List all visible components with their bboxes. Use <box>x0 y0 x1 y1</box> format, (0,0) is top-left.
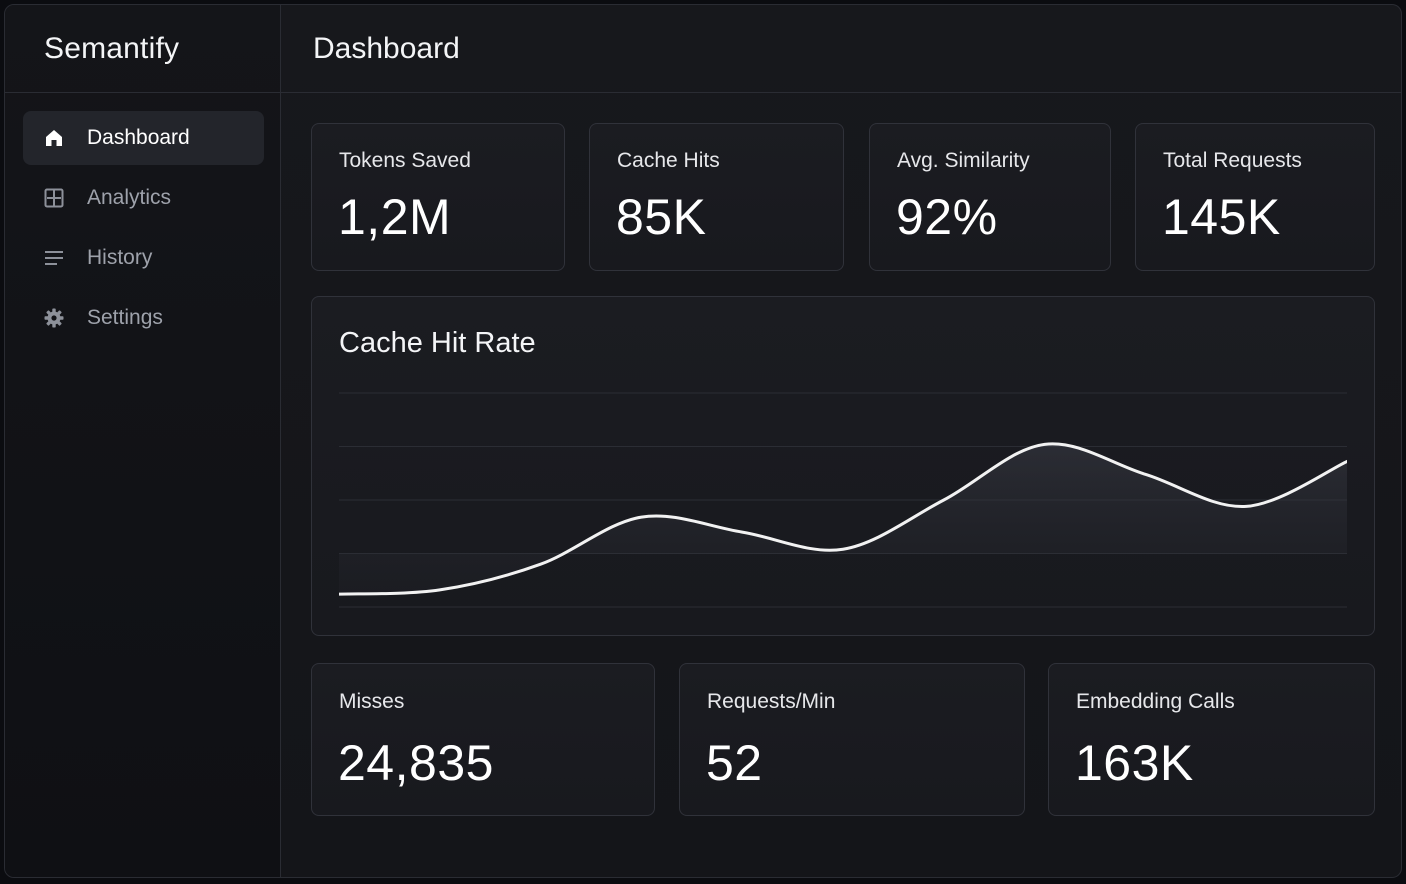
page-title: Dashboard <box>313 31 460 65</box>
stat-value: 145K <box>1162 189 1281 245</box>
stat-value: 163K <box>1075 735 1194 791</box>
stat-value: 92% <box>896 189 998 245</box>
stat-card-tokens-saved: Tokens Saved 1,2M <box>311 123 565 271</box>
page-header: Dashboard <box>281 5 1401 93</box>
stat-card-misses: Misses 24,835 <box>311 663 655 816</box>
stat-label: Tokens Saved <box>339 149 471 172</box>
gear-icon <box>43 307 65 329</box>
stat-value: 1,2M <box>338 189 452 245</box>
sidebar-item-label: Dashboard <box>87 126 190 149</box>
stat-card-total-requests: Total Requests 145K <box>1135 123 1375 271</box>
list-icon <box>43 247 65 269</box>
chart-title: Cache Hit Rate <box>339 327 536 359</box>
app-window: Semantify Dashboard Analytics History <box>4 4 1402 878</box>
home-icon <box>43 127 65 149</box>
chart-card: Cache Hit Rate <box>311 296 1375 636</box>
app-logo-text: Semantify <box>44 31 180 65</box>
stat-label: Embedding Calls <box>1076 690 1235 713</box>
stat-value: 24,835 <box>338 735 494 791</box>
sidebar-item-settings[interactable]: Settings <box>23 291 264 345</box>
stat-label: Requests/Min <box>707 690 836 713</box>
stat-card-cache-hits: Cache Hits 85K <box>589 123 844 271</box>
grid-icon <box>43 187 65 209</box>
stat-label: Cache Hits <box>617 149 720 172</box>
stat-card-embedding-calls: Embedding Calls 163K <box>1048 663 1375 816</box>
brand-bar: Semantify <box>5 5 280 93</box>
main-content: Dashboard Tokens Saved 1,2M Cache Hits 8… <box>281 5 1401 877</box>
sidebar-nav: Dashboard Analytics History <box>5 93 280 345</box>
sidebar-item-label: Analytics <box>87 186 172 209</box>
sidebar-item-label: Settings <box>87 306 163 329</box>
sidebar-item-dashboard[interactable]: Dashboard <box>23 111 264 165</box>
stat-value: 52 <box>706 735 763 791</box>
stat-label: Total Requests <box>1163 149 1302 172</box>
stat-card-avg-similarity: Avg. Similarity 92% <box>869 123 1111 271</box>
stat-label: Misses <box>339 690 405 713</box>
chart-area-fill <box>339 443 1347 595</box>
sidebar-item-history[interactable]: History <box>23 231 264 285</box>
stat-value: 85K <box>616 189 707 245</box>
sidebar-item-analytics[interactable]: Analytics <box>23 171 264 225</box>
cache-hit-rate-chart <box>339 392 1347 608</box>
sidebar: Semantify Dashboard Analytics History <box>5 5 281 877</box>
stat-label: Avg. Similarity <box>897 149 1030 172</box>
stat-card-requests-per-min: Requests/Min 52 <box>679 663 1025 816</box>
chart-series-line <box>339 442 1347 596</box>
sidebar-item-label: History <box>87 246 153 269</box>
